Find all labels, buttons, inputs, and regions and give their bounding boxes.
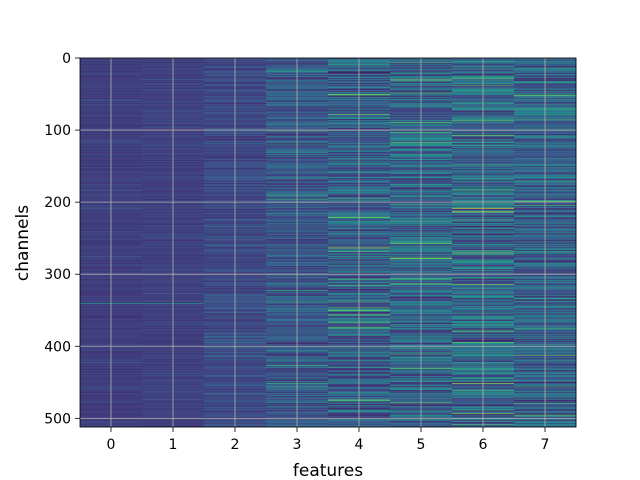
x-tick-label: 4 [355, 437, 364, 453]
y-tick-label: 200 [44, 195, 71, 211]
y-tick-label: 300 [44, 267, 71, 283]
y-tick-label: 500 [44, 411, 71, 427]
x-tick-label: 7 [541, 437, 550, 453]
x-tick-label: 6 [479, 437, 488, 453]
y-tick-label: 100 [44, 123, 71, 139]
y-axis-ticks: 0 100 200 300 400 500 [44, 51, 80, 427]
x-tick-label: 3 [293, 437, 302, 453]
y-tick-label: 400 [44, 339, 71, 355]
y-axis-label: channels [13, 205, 33, 281]
y-tick-label: 0 [62, 51, 71, 67]
x-tick-label: 5 [417, 437, 426, 453]
x-tick-label: 2 [231, 437, 240, 453]
heatmap-cells [80, 58, 577, 428]
x-axis-label: features [293, 461, 363, 480]
grid-lines [80, 57, 576, 427]
x-tick-label: 0 [107, 437, 116, 453]
x-tick-label: 1 [169, 437, 178, 453]
x-axis-ticks: 0 1 2 3 4 5 6 7 [107, 427, 550, 453]
plot-frame [79, 57, 577, 428]
